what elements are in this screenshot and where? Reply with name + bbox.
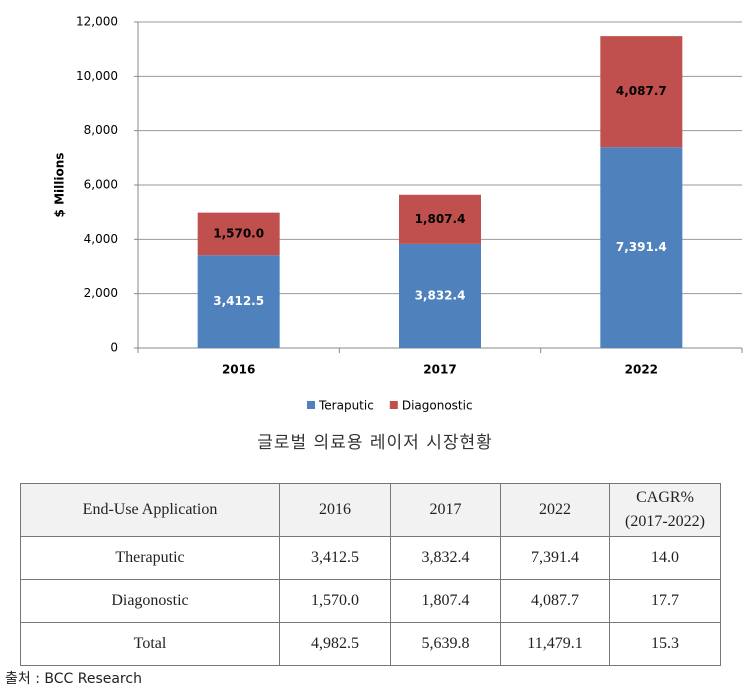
table-cell: Diagonostic [20, 579, 280, 623]
value-label: 3,832.4 [415, 288, 466, 302]
y-tick-label: 4,000 [84, 232, 118, 246]
caption: 글로벌 의료용 레이저 시장현황 [257, 433, 493, 453]
table-cell: 17.7 [609, 579, 721, 623]
table-cell: 5,639.8 [390, 622, 501, 666]
header-cell: CAGR% (2017-2022) [609, 483, 721, 537]
chart: $ Millions 0 2,000 4,000 6,000 8,000 10,000 12… [53, 15, 743, 413]
value-label: 1,570.0 [213, 226, 264, 240]
table-row: Diagonostic 1,570.0 1,807.4 4,087.7 17.7 [20, 579, 721, 623]
value-label: 4,087.7 [616, 84, 667, 98]
table-cell: 4,982.5 [279, 622, 391, 666]
table-cell: 1,807.4 [390, 579, 501, 623]
y-axis-title: $ Millions [53, 153, 67, 218]
bar-segment [197, 255, 280, 348]
table-header: End-Use Application 2016 2017 2022 CAGR%… [20, 483, 721, 537]
table-cell: Theraputic [20, 536, 280, 580]
table-cell: 1,570.0 [279, 579, 391, 623]
y-tick-label: 8,000 [84, 123, 118, 137]
legend-label: Teraputic [318, 399, 374, 413]
header-cell: 2016 [279, 483, 391, 537]
header-cell: 2017 [390, 483, 501, 537]
table-cell: Total [20, 622, 280, 666]
bar-segment [600, 36, 683, 148]
table-cell: 11,479.1 [500, 622, 610, 666]
bar-segment [399, 243, 481, 348]
x-tick-label: 2016 [222, 363, 255, 377]
table-cell: 15.3 [609, 622, 721, 666]
value-label: 1,807.4 [415, 212, 466, 226]
y-tick-label: 6,000 [84, 178, 118, 192]
header-cell: 2022 [500, 483, 610, 537]
header-cell: End-Use Application [20, 483, 280, 537]
bar-segment [197, 212, 280, 256]
header-line: CAGR% [636, 489, 694, 506]
y-tick-label: 0 [110, 341, 118, 355]
legend-swatch [307, 401, 315, 409]
y-tick-label: 12,000 [76, 15, 118, 29]
legend-label: Diagonostic [402, 399, 473, 413]
x-tick-label: 2017 [423, 363, 456, 377]
table-cell: 7,391.4 [500, 536, 610, 580]
header-line: (2017-2022) [625, 513, 705, 530]
bar-segment [399, 194, 481, 244]
legend-swatch [389, 401, 398, 409]
table-cell: 3,832.4 [390, 536, 501, 580]
table-cell: 3,412.5 [279, 536, 391, 580]
y-tick-label: 10,000 [76, 69, 118, 83]
table-row: Theraputic 3,412.5 3,832.4 7,391.4 14.0 [20, 536, 721, 580]
table-cell: 4,087.7 [500, 579, 610, 623]
x-tick-label: 2022 [625, 363, 658, 377]
bar-segment [600, 147, 683, 348]
source: 출처 : BCC Research [5, 671, 142, 687]
value-label: 3,412.5 [213, 294, 264, 308]
data-table: End-Use Application 2016 2017 2022 CAGR%… [20, 483, 721, 666]
value-label: 7,391.4 [616, 240, 667, 254]
table-row: Total 4,982.5 5,639.8 11,479.1 15.3 [20, 622, 721, 666]
table-cell: 14.0 [609, 536, 721, 580]
y-tick-label: 2,000 [84, 286, 118, 300]
